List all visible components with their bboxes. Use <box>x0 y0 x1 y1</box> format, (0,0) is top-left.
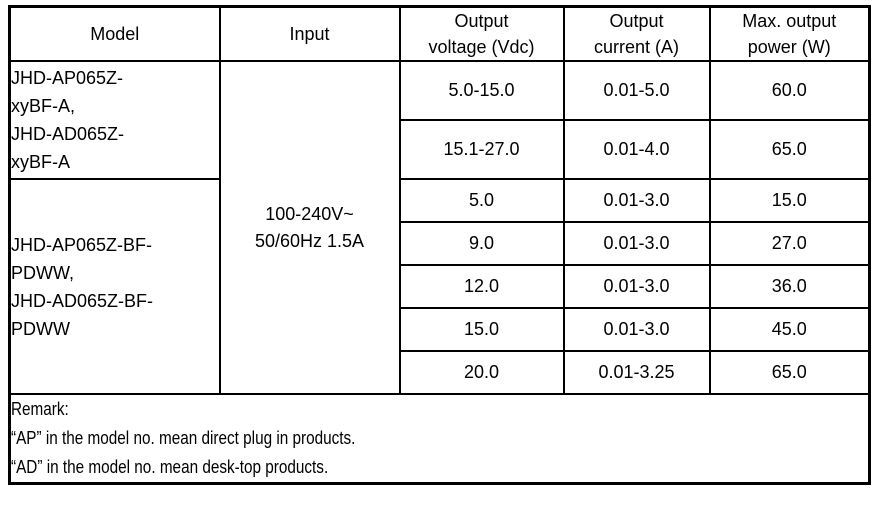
output-voltage-cell: 20.0 <box>398 350 565 395</box>
model-line: JHD-AD065Z- <box>11 124 125 144</box>
max-power-cell: 15.0 <box>708 178 871 223</box>
output-current-cell: 0.01-3.0 <box>562 307 711 352</box>
input-rating-cell: 100-240V~ 50/60Hz 1.5A <box>218 60 401 395</box>
table-row: 15.1-27.0 0.01-4.0 65.0 <box>10 119 871 180</box>
model-line: PDWW, <box>11 262 75 283</box>
output-voltage-cell: 9.0 <box>398 221 565 266</box>
model-line: xyBF-A, <box>11 96 76 116</box>
header-line: Output <box>454 11 509 31</box>
model-line: JHD-AD065Z-BF- <box>11 290 154 311</box>
header-line: current (A) <box>593 37 680 57</box>
max-power-cell: 65.0 <box>708 350 871 395</box>
output-current-cell: 0.01-3.0 <box>562 221 711 266</box>
header-line: Output <box>609 11 664 31</box>
input-line: 100-240V~ <box>265 203 354 224</box>
remark-row: Remark: “AP” in the model no. mean direc… <box>8 393 871 485</box>
output-voltage-cell: 5.0 <box>398 178 565 223</box>
output-current-cell: 0.01-3.25 <box>562 350 711 395</box>
col-header-model: Model <box>8 5 221 62</box>
remark-cell: Remark: “AP” in the model no. mean direc… <box>8 393 871 485</box>
max-power-cell: 60.0 <box>708 60 871 121</box>
max-power-cell: 65.0 <box>708 119 871 180</box>
table-row: 15.0 0.01-3.0 45.0 <box>10 307 871 352</box>
output-voltage-cell: 15.0 <box>398 307 565 352</box>
table-row: JHD-AP065Z- xyBF-A, JHD-AD065Z- xyBF-A 1… <box>8 60 871 395</box>
output-voltage-cell: 15.1-27.0 <box>398 119 565 180</box>
output-voltage-cell: 5.0-15.0 <box>398 60 565 121</box>
output-current-cell: 0.01-3.0 <box>562 264 711 309</box>
table-row: JHD-AP065Z-BF- PDWW, JHD-AD065Z-BF- PDWW… <box>8 178 871 395</box>
output-voltage-cell: 12.0 <box>398 264 565 309</box>
remark-label: Remark: <box>11 399 69 419</box>
table-row: 12.0 0.01-3.0 36.0 <box>10 264 871 309</box>
max-power-cell: 36.0 <box>708 264 871 309</box>
output-current-cell: 0.01-5.0 <box>562 60 711 121</box>
col-header-output-voltage: Output voltage (Vdc) <box>398 5 565 62</box>
input-line: 50/60Hz 1.5A <box>254 230 365 251</box>
model-group-1-cell: JHD-AP065Z- xyBF-A, JHD-AD065Z- xyBF-A <box>8 60 221 180</box>
remark-line: “AP” in the model no. mean direct plug i… <box>11 428 356 448</box>
model-group-2-cell: JHD-AP065Z-BF- PDWW, JHD-AD065Z-BF- PDWW <box>8 178 221 395</box>
col-header-output-current: Output current (A) <box>562 5 711 62</box>
header-line: power (W) <box>747 37 831 57</box>
col-header-max-output-power: Max. output power (W) <box>708 5 871 62</box>
header-line: Max. output <box>742 11 837 31</box>
output-current-cell: 0.01-4.0 <box>562 119 711 180</box>
model-line: JHD-AP065Z-BF- <box>11 234 153 255</box>
remark-line: “AD” in the model no. mean desk-top prod… <box>11 457 329 477</box>
table-row: 20.0 0.01-3.25 65.0 <box>10 350 871 395</box>
header-line: voltage (Vdc) <box>428 37 535 57</box>
header-row: Model Input Output voltage (Vdc) Output … <box>8 5 871 62</box>
max-power-cell: 45.0 <box>708 307 871 352</box>
output-current-cell: 0.01-3.0 <box>562 178 711 223</box>
model-line: PDWW <box>11 318 70 339</box>
model-line: xyBF-A <box>11 152 71 172</box>
max-power-cell: 27.0 <box>708 221 871 266</box>
power-spec-table: Model Input Output voltage (Vdc) Output … <box>8 5 871 485</box>
model-line: JHD-AP065Z- <box>11 68 124 88</box>
col-header-input: Input <box>218 5 401 62</box>
table-row: 9.0 0.01-3.0 27.0 <box>10 221 871 266</box>
